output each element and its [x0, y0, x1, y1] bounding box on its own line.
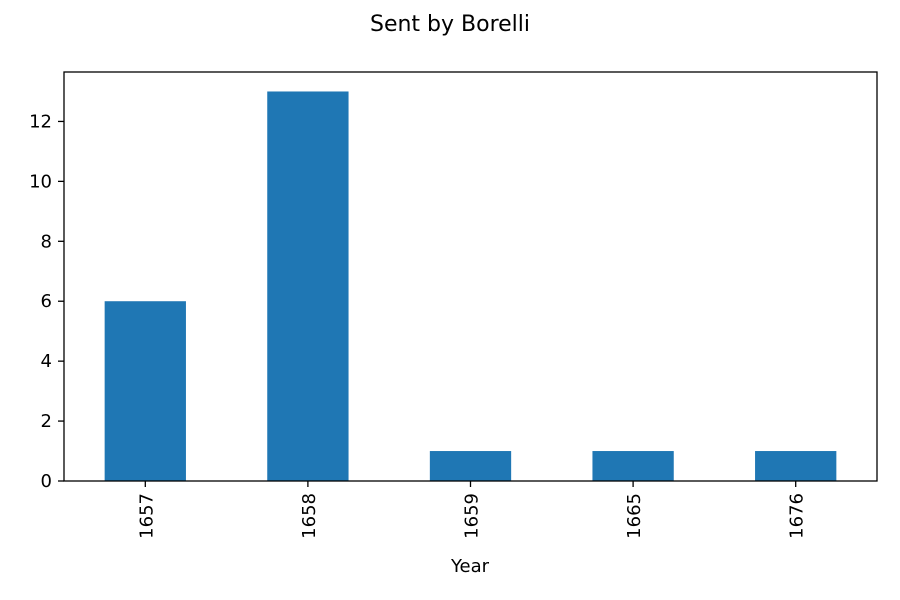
- y-tick-label: 8: [41, 231, 52, 252]
- bar-1657: [104, 301, 186, 481]
- x-tick-label: 1659: [462, 493, 483, 539]
- x-tick-label: 1658: [299, 493, 320, 539]
- x-tick-label: 1657: [136, 493, 157, 539]
- x-tick-label: 1676: [787, 493, 808, 539]
- chart-title: Sent by Borelli: [370, 12, 530, 37]
- y-tick-label: 12: [29, 111, 52, 132]
- y-tick-label: 10: [29, 171, 52, 192]
- y-tick-label: 0: [41, 471, 52, 492]
- bar-1665: [592, 451, 674, 481]
- y-tick-label: 2: [41, 411, 52, 432]
- bar-1658: [267, 91, 349, 481]
- y-tick-label: 4: [41, 351, 52, 372]
- bar-1659: [429, 451, 512, 481]
- plot-area: 0 2 4 6 8 10 12 1657 1658 1659 1665 1676: [29, 71, 878, 539]
- x-axis-label: Year: [450, 556, 490, 577]
- y-tick-label: 6: [41, 291, 52, 312]
- x-tick-label: 1665: [624, 493, 645, 539]
- bar-1676: [755, 451, 837, 481]
